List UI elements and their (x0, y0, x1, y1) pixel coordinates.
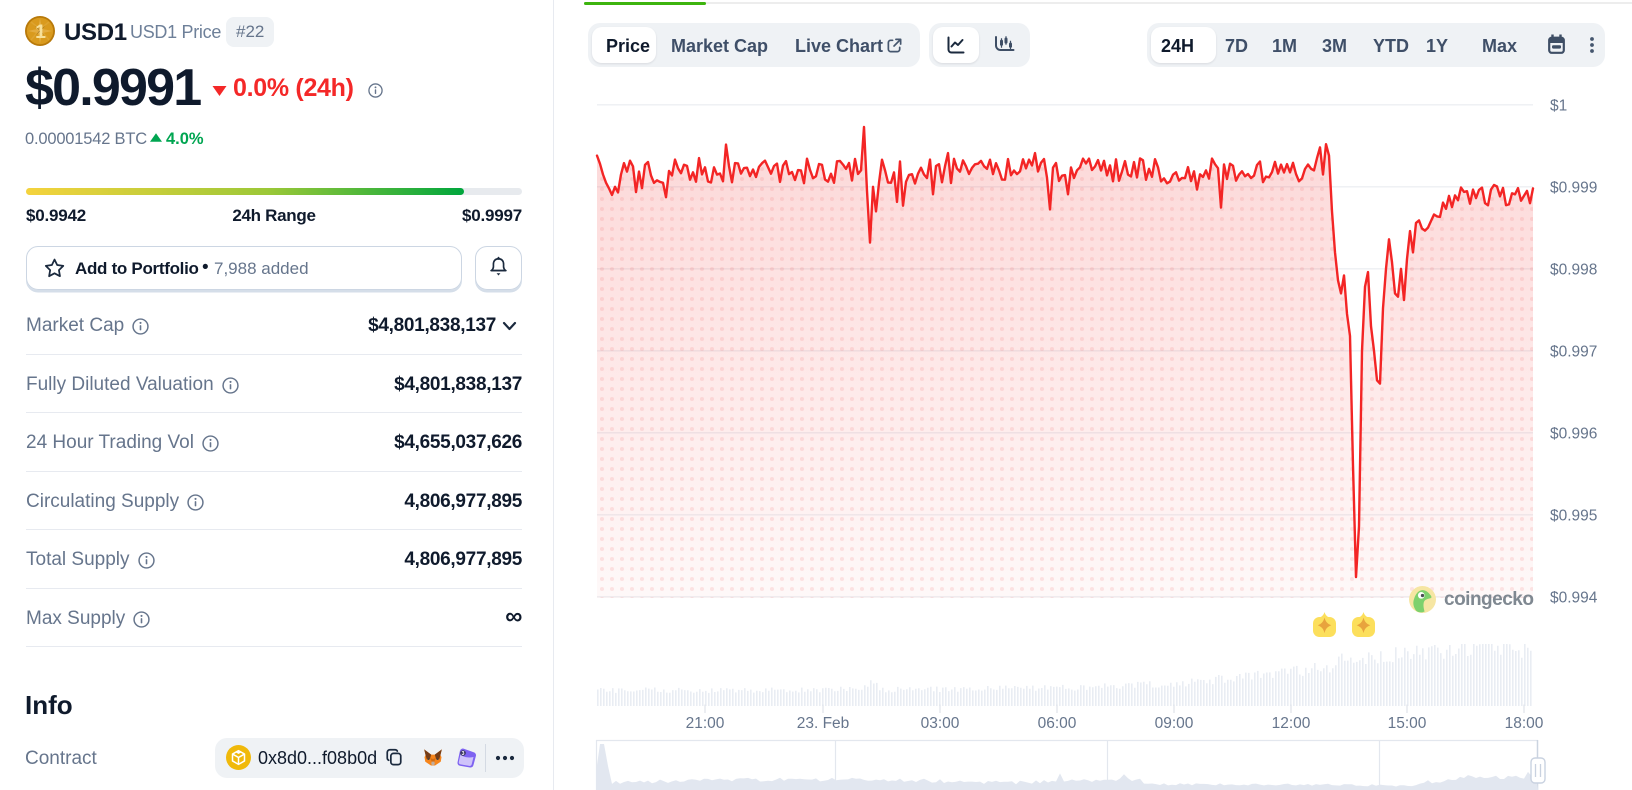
svg-text:09:00: 09:00 (1155, 715, 1194, 732)
svg-text:$1: $1 (1550, 97, 1567, 114)
svg-text:$0.997: $0.997 (1550, 343, 1597, 360)
svg-text:06:00: 06:00 (1038, 715, 1077, 732)
svg-text:3: 3 (462, 751, 465, 757)
svg-text:1: 1 (35, 21, 46, 43)
svg-text:$0.995: $0.995 (1550, 507, 1597, 524)
svg-text:15:00: 15:00 (1388, 715, 1427, 732)
svg-text:$0.999: $0.999 (1550, 179, 1597, 196)
svg-text:21:00: 21:00 (686, 715, 725, 732)
svg-text:$0.994: $0.994 (1550, 589, 1598, 606)
svg-text:03:00: 03:00 (921, 715, 960, 732)
svg-text:18:00: 18:00 (1505, 715, 1544, 732)
svg-text:$0.996: $0.996 (1550, 425, 1597, 442)
svg-text:12:00: 12:00 (1272, 715, 1311, 732)
svg-text:$0.998: $0.998 (1550, 261, 1597, 278)
svg-text:23. Feb: 23. Feb (797, 715, 850, 732)
